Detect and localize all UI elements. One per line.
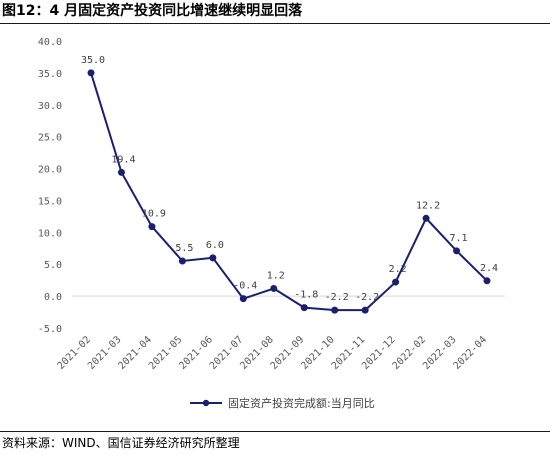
x-axis-ticks: 2021-022021-032021-042021-052021-062021-… (56, 334, 490, 372)
data-label: 6.0 (206, 240, 224, 251)
data-label: 12.2 (416, 200, 440, 211)
bottom-rule (0, 431, 550, 432)
data-label: 7.1 (450, 233, 468, 244)
source-note: 资料来源：WIND、国信证券经济研究所整理 (2, 436, 240, 450)
data-label: 19.4 (111, 154, 135, 165)
y-tick-label: -5.0 (38, 324, 62, 335)
data-point (270, 284, 278, 292)
data-point (300, 304, 308, 312)
data-point (422, 214, 430, 222)
data-label: -0.4 (233, 281, 257, 292)
y-tick-label: 10.0 (38, 228, 62, 239)
x-tick-label: 2022-04 (452, 334, 490, 372)
figure-title: 图12：4 月固定资产投资同比增速继续明显回落 (2, 3, 303, 19)
y-tick-label: 35.0 (38, 69, 62, 80)
legend: 固定资产投资完成额:当月同比 (190, 396, 375, 410)
y-axis-ticks: 40.0 35.0 30.0 25.0 20.0 15.0 10.0 5.0 0.0 -5.0 (38, 37, 62, 335)
y-tick-label: 40.0 (38, 37, 62, 48)
data-point (392, 278, 400, 286)
data-labels: 35.0 19.4 10.9 5.5 6.0 -0.4 1.2 -1.8 -2.2 -2.2 2.2… (81, 55, 498, 303)
data-label: 2.2 (389, 264, 407, 275)
data-point (209, 254, 217, 262)
y-tick-label: 5.0 (44, 260, 62, 271)
data-label: 35.0 (81, 55, 105, 66)
top-rule (0, 23, 550, 24)
data-label: -1.8 (294, 290, 318, 301)
data-label: 10.9 (142, 209, 166, 220)
y-tick-label: 25.0 (38, 133, 62, 144)
data-point (117, 168, 125, 176)
data-point (239, 295, 247, 303)
data-label: -2.2 (325, 292, 349, 303)
data-label: -2.2 (355, 292, 379, 303)
y-tick-label: 20.0 (38, 165, 62, 176)
data-point (87, 69, 95, 77)
y-tick-label: 30.0 (38, 101, 62, 112)
data-point (148, 223, 156, 231)
legend-marker (202, 399, 210, 407)
legend-label: 固定资产投资完成额:当月同比 (228, 396, 375, 410)
y-tick-label: 0.0 (44, 292, 62, 303)
series-points (87, 69, 491, 314)
data-point (483, 277, 491, 285)
y-tick-label: 15.0 (38, 196, 62, 207)
line-chart: 40.0 35.0 30.0 25.0 20.0 15.0 10.0 5.0 0.0 -5.0 2… (38, 37, 505, 410)
data-label: 5.5 (175, 243, 193, 254)
data-point (178, 257, 186, 265)
series-line (90, 72, 488, 312)
data-point (453, 247, 461, 255)
data-label: 2.4 (480, 263, 498, 274)
data-label: 1.2 (267, 270, 285, 281)
data-point (361, 306, 369, 314)
data-point (331, 306, 339, 314)
